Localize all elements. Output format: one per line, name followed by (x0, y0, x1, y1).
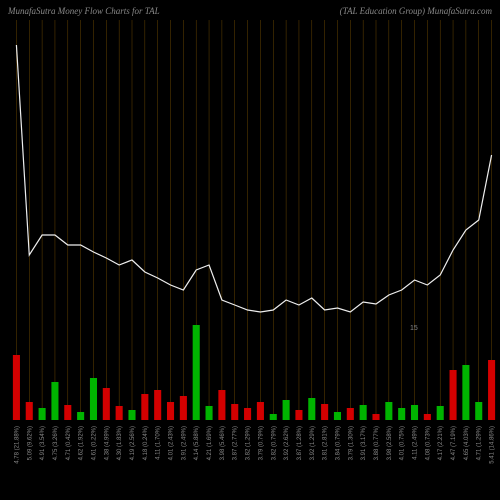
volume-bar (51, 382, 58, 420)
volume-bar (450, 370, 457, 420)
chart-canvas: 15 4.78 (21.88%) 5.09 (9.62%) 4.91 (3.54%) 4… (0, 0, 500, 500)
volume-bar (193, 325, 200, 420)
volume-bar (103, 388, 110, 420)
x-axis-label: 4.65 (4.03%) (464, 426, 470, 460)
x-axis-label: 3.91 (3.17%) (361, 426, 367, 460)
x-axis-label: 3.98 (2.58%) (387, 426, 393, 460)
volume-bar (154, 390, 161, 420)
volume-bar (90, 378, 97, 420)
x-axis-label: 3.92 (1.29%) (310, 426, 316, 460)
volume-bar (360, 405, 367, 420)
x-axis-label: 5.09 (9.62%) (27, 426, 33, 460)
volume-bar (270, 414, 277, 420)
x-axis-label: 3.81 (2.81%) (323, 426, 329, 460)
x-axis-label: 4.01 (2.43%) (169, 426, 175, 460)
x-axis-label: 4.17 (2.21%) (438, 426, 444, 460)
volume-bar (167, 402, 174, 420)
y-axis-tick: 15 (410, 325, 418, 332)
x-axis-label: 3.87 (2.77%) (233, 426, 239, 460)
volume-bar (411, 405, 418, 420)
x-axis-label: 3.88 (0.77%) (374, 426, 380, 460)
volume-bar (347, 408, 354, 420)
x-axis-label: 4.38 (4.99%) (104, 426, 110, 460)
x-axis-label: 4.47 (7.19%) (451, 426, 457, 460)
x-axis-label: 3.87 (1.28%) (297, 426, 303, 460)
volume-bar (398, 408, 405, 420)
volume-bar (308, 398, 315, 420)
x-axis-label: 5.41 (14.86%) (490, 426, 496, 464)
volume-bar (475, 402, 482, 420)
x-axis-label: 4.01 (0.75%) (400, 426, 406, 460)
money-flow-chart: MunafaSutra Money Flow Charts for TAL (T… (0, 0, 500, 500)
volume-bar (437, 406, 444, 420)
volume-bar (321, 404, 328, 420)
x-axis-label: 3.92 (2.62%) (284, 426, 290, 460)
x-axis-label: 4.62 (1.92%) (79, 426, 85, 460)
x-axis-label: 4.71 (0.42%) (66, 426, 72, 460)
volume-bar (231, 404, 238, 420)
volume-bar (128, 410, 135, 420)
x-axis-label: 3.84 (0.79%) (335, 426, 341, 460)
volume-bar (116, 406, 123, 420)
x-axis-label: 3.82 (0.79%) (271, 426, 277, 460)
volume-bar (462, 365, 469, 420)
volume-bar (372, 414, 379, 420)
x-axis-label: 3.79 (1.30%) (348, 426, 354, 460)
volume-bar (257, 402, 264, 420)
x-axis-label: 3.91 (2.49%) (181, 426, 187, 460)
volume-bar (488, 360, 495, 420)
volume-bar (13, 355, 20, 420)
x-axis-label: 4.14 (5.88%) (194, 426, 200, 460)
x-axis-label: 4.11 (2.49%) (413, 426, 419, 460)
x-axis-label: 3.98 (5.46%) (220, 426, 226, 460)
x-axis-label: 4.71 (1.29%) (477, 426, 483, 460)
volume-bar (206, 406, 213, 420)
chart-title-left: MunafaSutra Money Flow Charts for TAL (8, 6, 160, 16)
volume-bar (141, 394, 148, 420)
volume-bar (334, 412, 341, 420)
x-axis-label: 4.61 (0.22%) (91, 426, 97, 460)
chart-title-right: (TAL Education Group) MunafaSutra.com (340, 6, 492, 16)
x-axis-label: 4.30 (1.83%) (117, 426, 123, 460)
volume-bar (64, 405, 71, 420)
volume-bar (218, 390, 225, 420)
volume-bar (77, 412, 84, 420)
volume-bar (283, 400, 290, 420)
x-axis-label: 3.82 (1.29%) (246, 426, 252, 460)
x-axis-label: 4.19 (2.56%) (130, 426, 136, 460)
x-axis-label: 4.78 (21.88%) (14, 426, 20, 464)
x-axis-label: 4.91 (3.54%) (40, 426, 46, 460)
x-axis-label: 3.79 (0.79%) (258, 426, 264, 460)
volume-bar (39, 408, 46, 420)
volume-bar (26, 402, 33, 420)
x-axis-label: 4.08 (0.73%) (425, 426, 431, 460)
volume-bar (385, 402, 392, 420)
volume-bar (180, 396, 187, 420)
volume-bar (295, 410, 302, 420)
x-axis-label: 4.21 (1.69%) (207, 426, 213, 460)
volume-bar (424, 414, 431, 420)
x-axis-label: 4.11 (1.70%) (156, 426, 162, 460)
x-axis-label: 4.18 (0.24%) (143, 426, 149, 460)
x-axis-label: 4.75 (3.26%) (53, 426, 59, 460)
volume-bar (244, 408, 251, 420)
chart-header: MunafaSutra Money Flow Charts for TAL (T… (0, 6, 500, 16)
